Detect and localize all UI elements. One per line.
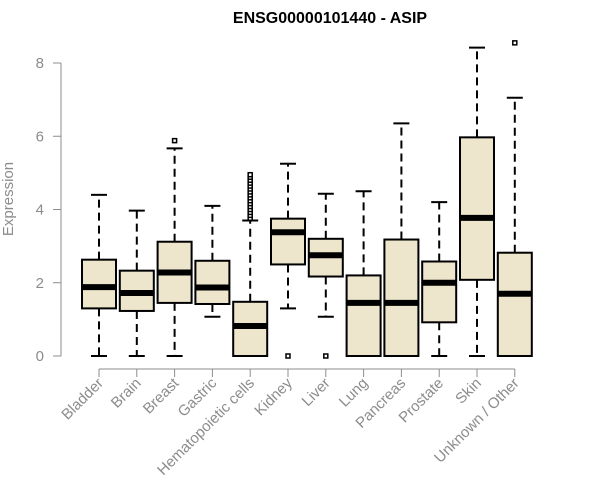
- y-tick-label: 0: [36, 348, 44, 365]
- iqr-box: [194, 259, 231, 305]
- box-liver: [307, 192, 344, 359]
- box-breast: [156, 137, 193, 357]
- box-brain: [118, 209, 155, 357]
- outlier-point: [323, 353, 329, 359]
- x-tick-label: Skin: [452, 375, 485, 408]
- y-tick-label: 8: [36, 55, 44, 72]
- iqr-box: [383, 238, 420, 357]
- iqr-box: [270, 217, 306, 266]
- iqr-box: [459, 136, 495, 281]
- box-unknown-other: [496, 40, 533, 357]
- y-axis: 0 2 4 6 8: [36, 55, 62, 365]
- boxes: [81, 40, 533, 359]
- y-tick-label: 6: [36, 128, 44, 145]
- box-bladder: [81, 193, 117, 357]
- box-pancreas: [383, 122, 420, 357]
- box-hematopoietic-cells: [232, 171, 269, 358]
- outlier-point: [285, 353, 291, 359]
- y-axis-label: Expression: [0, 162, 17, 236]
- y-tick-label: 4: [36, 202, 44, 219]
- iqr-box: [345, 274, 382, 357]
- outlier-point: [247, 171, 253, 178]
- box-gastric: [194, 204, 231, 318]
- outlier-point: [171, 137, 178, 144]
- iqr-box: [421, 260, 458, 324]
- iqr-box: [81, 258, 117, 310]
- box-kidney: [270, 162, 306, 359]
- box-lung: [345, 190, 382, 357]
- box-prostate: [421, 201, 458, 357]
- chart-title: ENSG00000101440 - ASIP: [233, 10, 428, 27]
- x-tick-label: Kidney: [251, 374, 296, 419]
- box-skin: [459, 46, 495, 357]
- y-tick-label: 2: [36, 275, 44, 292]
- x-tick-label: Bladder: [58, 375, 107, 424]
- iqr-box: [496, 251, 533, 357]
- x-tick-label: Liver: [299, 375, 334, 410]
- outlier-point: [512, 40, 518, 46]
